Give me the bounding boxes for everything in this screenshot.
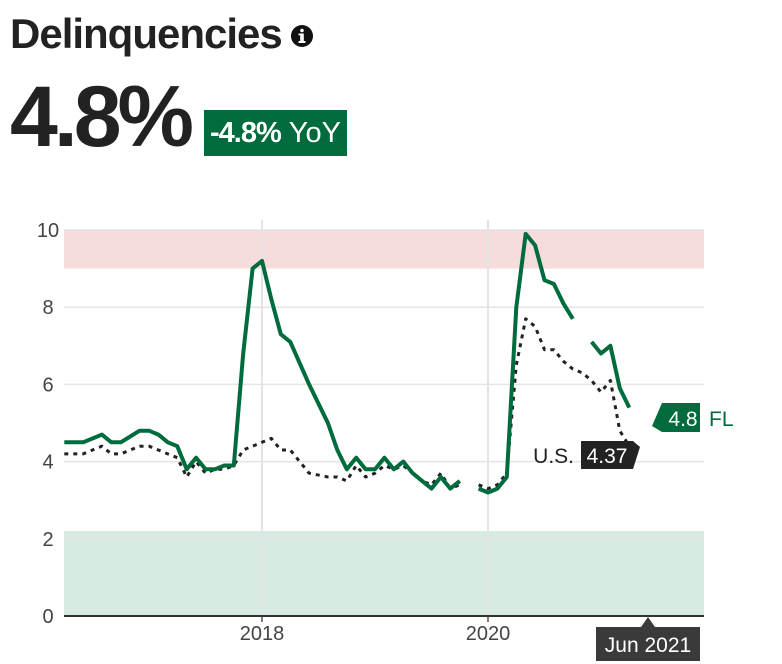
date-badge-label: Jun 2021 (605, 634, 691, 657)
date-badge-bg (596, 617, 700, 661)
us-series-line (64, 436, 461, 491)
fl-series-line (477, 231, 575, 495)
x-tick-label: 2018 (240, 623, 285, 645)
band-low (64, 531, 704, 616)
us-end-badge (581, 441, 640, 469)
y-tick-label: 2 (42, 529, 53, 551)
y-tick-label: 0 (42, 606, 53, 628)
y-tick-label: 10 (37, 220, 59, 242)
band-high (64, 230, 704, 269)
page-title: Delinquencies (10, 10, 283, 57)
yoy-badge: -4.8% YoY (204, 110, 347, 156)
fl-end-value: 4.8 (668, 408, 697, 431)
us-end-value: 4.37 (587, 445, 628, 468)
fl-series-line (64, 258, 462, 491)
yoy-value: -4.8% (210, 116, 282, 149)
info-circle-icon[interactable] (290, 24, 314, 48)
x-tick-label: 2020 (466, 623, 511, 645)
us-series-name: U.S. (533, 445, 574, 468)
fl-series-name: FL (709, 408, 734, 431)
title-row: Delinquencies (10, 10, 314, 58)
fl-end-badge (652, 403, 700, 432)
current-value: 4.8% (10, 69, 194, 165)
y-tick-label: 8 (42, 297, 53, 319)
yoy-label: YoY (288, 116, 341, 149)
date-badge: Jun 2021 (596, 617, 700, 661)
fl-series-line (590, 340, 632, 409)
us-series-line (478, 317, 631, 491)
fl-end-label: 4.8 FL (652, 403, 734, 432)
us-end-label: 4.37 U.S. (533, 441, 640, 469)
series-group (64, 231, 632, 495)
y-tick-label: 4 (42, 452, 53, 474)
y-tick-label: 6 (42, 374, 53, 396)
